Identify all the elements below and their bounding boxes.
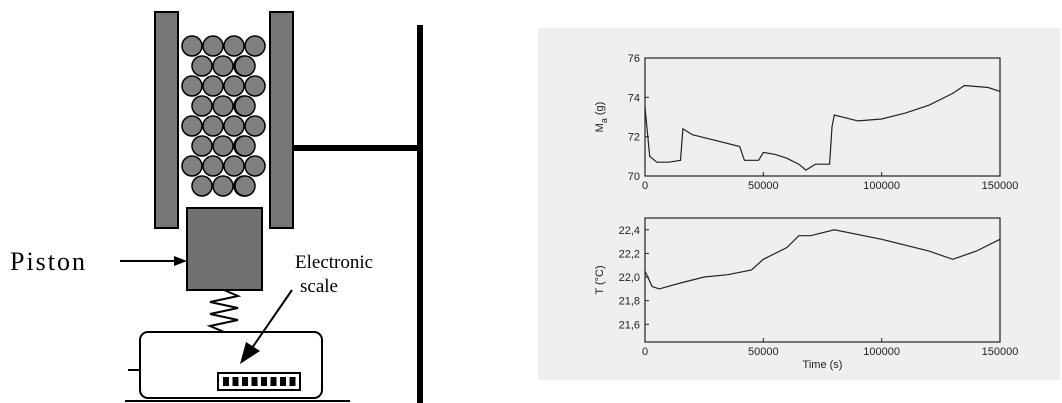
grain xyxy=(234,55,256,77)
grain xyxy=(234,135,256,157)
arrow-line xyxy=(251,289,293,349)
y-tick-label: 76 xyxy=(628,53,640,65)
grain xyxy=(234,175,256,197)
grain xyxy=(212,135,234,157)
grain xyxy=(181,75,203,97)
y-tick-label: 21,6 xyxy=(619,319,640,331)
y-tick-label: 21,8 xyxy=(619,296,640,308)
grain xyxy=(223,75,245,97)
grain xyxy=(181,155,203,177)
tube-wall xyxy=(269,11,294,229)
y-axis-label: Ma (g) xyxy=(594,102,609,133)
x-tick-label: 0 xyxy=(642,346,648,358)
y-axis-label-unit: (g) xyxy=(594,102,606,115)
piston xyxy=(186,207,263,291)
grain xyxy=(223,115,245,137)
display-digits xyxy=(223,377,296,386)
y-tick-label: 22,2 xyxy=(619,248,640,260)
digit xyxy=(289,377,296,386)
digit xyxy=(251,377,258,386)
grain xyxy=(181,115,203,137)
x-tick-label: 150000 xyxy=(982,180,1019,192)
plot-frame xyxy=(644,57,1001,177)
grain xyxy=(223,155,245,177)
display xyxy=(217,372,301,391)
y-tick-label: 22,4 xyxy=(619,225,640,237)
data-line xyxy=(644,229,1001,290)
digit xyxy=(270,377,277,386)
grain xyxy=(234,95,256,117)
grains xyxy=(181,35,266,197)
digit xyxy=(261,377,267,386)
digit xyxy=(223,377,229,386)
x-tick-label: 100000 xyxy=(863,346,900,358)
x-tick-label: 100000 xyxy=(863,180,900,192)
grain xyxy=(181,35,203,57)
digit xyxy=(280,377,286,386)
digit xyxy=(242,377,248,386)
digit xyxy=(232,377,239,386)
y-tick-label: 70 xyxy=(628,171,640,183)
plot-frame xyxy=(644,217,1001,343)
grain xyxy=(212,95,234,117)
grain xyxy=(191,55,213,77)
grain xyxy=(212,55,234,77)
apparatus-diagram: Piston Electronic scale xyxy=(10,11,423,403)
grain xyxy=(202,75,224,97)
grain xyxy=(202,35,224,57)
y-axis-label-text: M xyxy=(594,123,606,132)
charts: 0 50000 100000 150000 70 72 74 76 Ma (g) 0 50000 100… xyxy=(594,53,1018,371)
y-axis-label: T (°C) xyxy=(594,265,606,294)
grain xyxy=(244,155,266,177)
scale-label: scale xyxy=(300,276,338,297)
grain xyxy=(202,155,224,177)
x-tick-label: 150000 xyxy=(982,346,1019,358)
grain xyxy=(191,175,213,197)
tube-wall xyxy=(154,11,179,229)
x-tick-label: 50000 xyxy=(748,180,779,192)
y-axis-label-sub: a xyxy=(599,118,609,123)
y-tick-label: 72 xyxy=(628,132,640,144)
grain xyxy=(244,115,266,137)
arrow-head xyxy=(240,342,260,364)
grain xyxy=(191,135,213,157)
x-axis-label: Time (s) xyxy=(803,359,843,371)
grain xyxy=(212,175,234,197)
grain xyxy=(223,35,245,57)
chart-panel xyxy=(538,28,1060,380)
piston-label: Piston xyxy=(10,247,87,276)
scale-label: Electronic xyxy=(295,252,373,273)
grain xyxy=(244,35,266,57)
y-tick-label: 74 xyxy=(628,92,640,104)
grain xyxy=(191,95,213,117)
grain xyxy=(244,75,266,97)
x-tick-label: 50000 xyxy=(748,346,779,358)
x-tick-label: 0 xyxy=(642,180,648,192)
arrow-head xyxy=(174,256,187,266)
data-line xyxy=(644,84,1001,171)
grain xyxy=(202,115,224,137)
spring xyxy=(206,289,242,333)
y-axis-label-text: T (°C) xyxy=(594,265,606,294)
y-tick-label: 22,0 xyxy=(619,272,640,284)
